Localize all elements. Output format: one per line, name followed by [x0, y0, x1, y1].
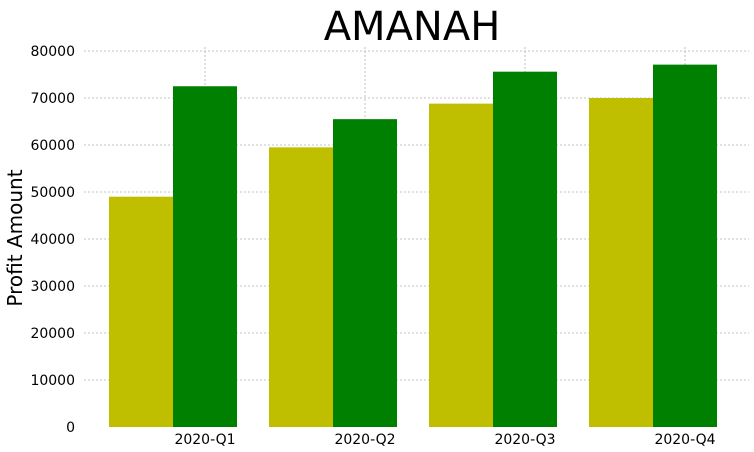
- bar-2020-Q4-series-2: [653, 64, 717, 427]
- chart-title: AMANAH: [324, 4, 501, 50]
- bar-2020-Q3-series-2: [493, 71, 557, 428]
- bar-2020-Q4-series-1: [589, 98, 653, 427]
- y-tick-label: 0: [66, 420, 75, 436]
- y-tick-label: 10000: [30, 373, 75, 389]
- y-axis-label: Profit Amount: [3, 169, 27, 306]
- y-tick-label: 70000: [30, 91, 75, 107]
- bar-2020-Q3-series-1: [429, 103, 493, 427]
- y-tick-label: 30000: [30, 279, 75, 295]
- bar-2020-Q1-series-1: [109, 196, 173, 427]
- y-tick-label: 40000: [30, 232, 75, 248]
- y-tick-label: 50000: [30, 185, 75, 201]
- x-tick-label: 2020-Q4: [654, 432, 715, 448]
- x-tick-label: 2020-Q1: [174, 432, 235, 448]
- x-tick-labels: 2020-Q1 2020-Q2 2020-Q3 2020-Q4: [174, 432, 715, 448]
- x-tick-label: 2020-Q2: [334, 432, 395, 448]
- x-tick-label: 2020-Q3: [494, 432, 555, 448]
- bar-2020-Q2-series-2: [333, 119, 397, 428]
- y-tick-label: 80000: [30, 44, 75, 60]
- bar-2020-Q1-series-2: [173, 86, 237, 427]
- y-tick-label: 20000: [30, 326, 75, 342]
- bar-2020-Q2-series-1: [269, 147, 333, 427]
- y-tick-labels: 0 10000 20000 30000 40000 50000 60000 70000 8000…: [30, 44, 75, 436]
- y-tick-label: 60000: [30, 138, 75, 154]
- bars: [109, 64, 717, 428]
